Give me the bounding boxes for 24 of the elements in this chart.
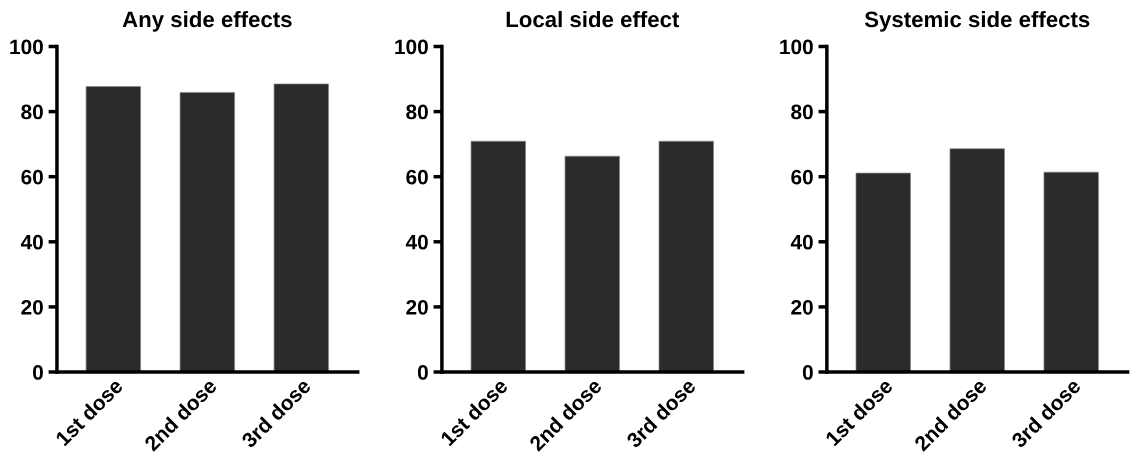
y-tick-label: 100 <box>395 39 428 55</box>
bar <box>949 148 1005 372</box>
y-tick-label: 20 <box>21 299 43 315</box>
y-tick-label: 80 <box>791 104 813 120</box>
bar <box>855 172 911 372</box>
y-tick-label: 60 <box>406 169 428 185</box>
y-tick-label: 0 <box>32 365 43 380</box>
chart-title: Systemic side effects <box>864 10 1090 32</box>
y-tick-label: 20 <box>791 299 813 315</box>
y-tick-label: 100 <box>10 39 43 55</box>
y-tick-label: 80 <box>406 104 428 120</box>
y-tick-label: 40 <box>405 234 428 250</box>
y-tick-label: 20 <box>406 299 428 315</box>
y-tick-label: 0 <box>802 365 813 380</box>
y-tick-label: 40 <box>790 234 813 250</box>
y-tick-label: 60 <box>21 169 43 185</box>
y-tick-label: 80 <box>21 104 43 120</box>
chart-title: Any side effects <box>122 10 292 32</box>
y-tick-label: 0 <box>417 365 428 380</box>
chart-title: Local side effect <box>506 10 680 28</box>
y-tick-label: 100 <box>780 39 813 55</box>
bar <box>1043 171 1099 372</box>
y-tick-label: 40 <box>20 234 43 250</box>
y-tick-label: 60 <box>791 169 813 185</box>
